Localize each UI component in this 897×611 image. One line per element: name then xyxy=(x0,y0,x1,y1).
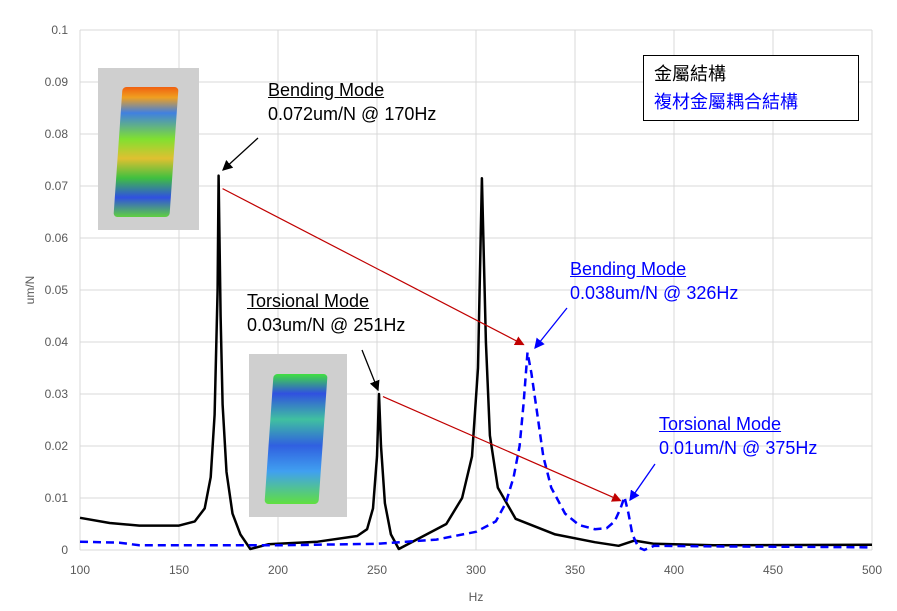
x-tick-label: 300 xyxy=(466,563,486,577)
annotation-value: 0.01um/N @ 375Hz xyxy=(659,438,818,458)
annotation-pointer xyxy=(534,307,568,350)
x-tick-label: 150 xyxy=(169,563,189,577)
annotation-torsional-metal: Torsional Mode 0.03um/N @ 251Hz xyxy=(247,289,405,337)
y-tick-label: 0.01 xyxy=(45,491,69,505)
x-tick-label: 200 xyxy=(268,563,288,577)
legend-entry-composite: 複材金屬耦合結構 xyxy=(654,92,798,112)
bending-mode-fea-image xyxy=(98,68,199,230)
y-tick-label: 0.09 xyxy=(45,75,69,89)
shift-arrow xyxy=(222,188,525,346)
x-tick-label: 400 xyxy=(664,563,684,577)
y-tick-label: 0.06 xyxy=(45,231,69,245)
annotation-pointer xyxy=(222,137,259,171)
y-tick-label: 0.1 xyxy=(51,23,68,37)
series-line-metal xyxy=(79,174,873,551)
annotation-value: 0.072um/N @ 170Hz xyxy=(268,104,437,124)
annotation-title: Torsional Mode xyxy=(659,414,782,434)
y-tick-label: 0.07 xyxy=(45,179,69,193)
annotation-title: Bending Mode xyxy=(268,80,385,100)
y-tick-label: 0 xyxy=(61,543,68,557)
legend: 金屬結構 複材金屬耦合結構 xyxy=(643,55,859,121)
annotation-bending-metal: Bending Mode 0.072um/N @ 170Hz xyxy=(268,78,436,126)
annotation-pointer xyxy=(629,463,656,502)
y-tick-label: 0.04 xyxy=(45,335,69,349)
x-tick-label: 100 xyxy=(70,563,90,577)
annotation-title: Torsional Mode xyxy=(247,291,370,311)
y-tick-label: 0.03 xyxy=(45,387,69,401)
x-tick-label: 250 xyxy=(367,563,387,577)
y-axis-label: um/N xyxy=(23,276,37,305)
y-tick-label: 0.02 xyxy=(45,439,69,453)
annotation-title: Bending Mode xyxy=(570,259,687,279)
annotation-torsional-composite: Torsional Mode 0.01um/N @ 375Hz xyxy=(659,412,817,460)
legend-entry-metal: 金屬結構 xyxy=(654,64,726,84)
y-tick-label: 0.08 xyxy=(45,127,69,141)
shift-arrow xyxy=(382,396,622,502)
x-tick-label: 500 xyxy=(862,563,882,577)
annotation-value: 0.03um/N @ 251Hz xyxy=(247,315,406,335)
annotation-bending-composite: Bending Mode 0.038um/N @ 326Hz xyxy=(570,257,738,305)
x-tick-label: 450 xyxy=(763,563,783,577)
annotation-value: 0.038um/N @ 326Hz xyxy=(570,283,739,303)
y-tick-label: 0.05 xyxy=(45,283,69,297)
annotation-pointer xyxy=(361,349,380,392)
x-axis-label: Hz xyxy=(469,590,484,604)
torsional-mode-fea-image xyxy=(249,354,347,517)
x-tick-label: 350 xyxy=(565,563,585,577)
